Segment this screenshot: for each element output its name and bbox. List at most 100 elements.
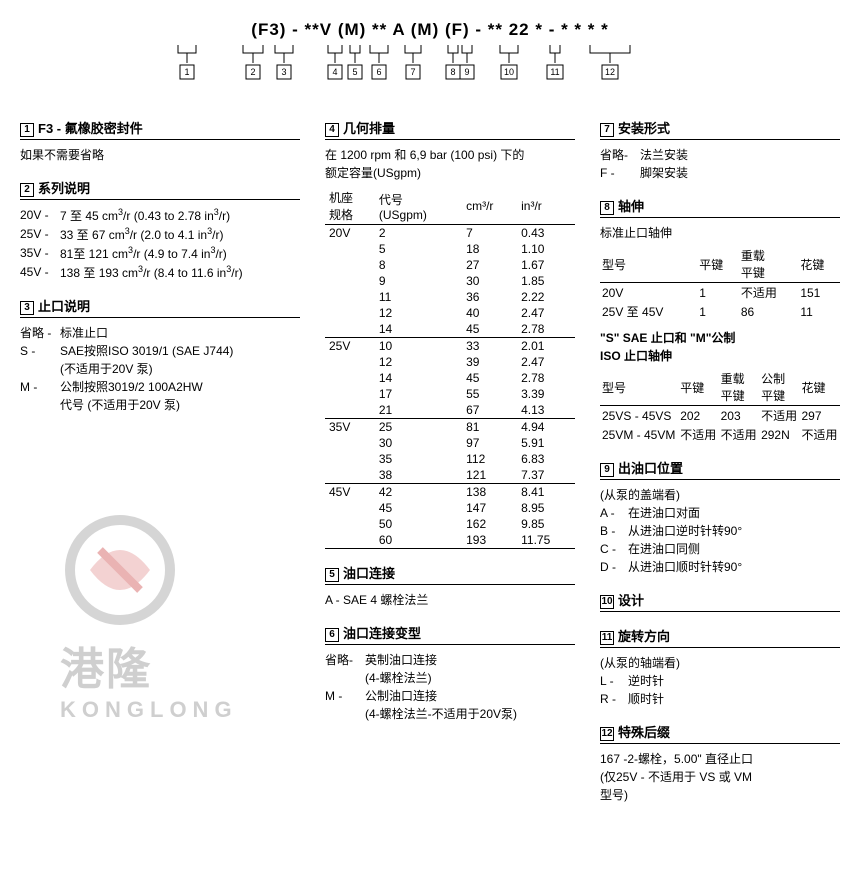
td: 27 — [462, 257, 517, 273]
row-text: 公制油口连接 (4-螺栓法兰-不适用于20V泵) — [365, 687, 575, 723]
table-row: 451478.95 — [325, 500, 575, 516]
boxnum: 1 — [20, 123, 34, 137]
table-row: 501629.85 — [325, 516, 575, 532]
row-label: M - — [325, 687, 365, 723]
list-row: D -从进油口顺时针转90° — [600, 558, 840, 576]
column-3: 7安装形式 省略-法兰安装F -脚架安装 8轴伸 标准止口轴伸 型号平键重载 平… — [600, 118, 840, 818]
sec-body: A - SAE 4 螺栓法兰 — [325, 591, 575, 609]
row-text: 在进油口同侧 — [628, 540, 840, 558]
td: 1 — [697, 283, 739, 303]
shaft-table-1: 型号平键重载 平键花键 20V1不适用15125V 至 45V18611 — [600, 246, 840, 321]
column-2: 4几何排量 在 1200 rpm 和 6,9 bar (100 psi) 下的 … — [325, 118, 575, 818]
td: 1.67 — [517, 257, 575, 273]
table-row: 20V270.43 — [325, 225, 575, 242]
row-text: 138 至 193 cm3/r (8.4 to 11.6 in3/r) — [60, 263, 300, 282]
list-row: M -公制按照3019/2 100A2HW 代号 (不适用于20V 泵) — [20, 378, 300, 414]
td: 3.39 — [517, 386, 575, 402]
td: 4.94 — [517, 419, 575, 436]
td: 292N — [759, 425, 799, 444]
row-label: S - — [20, 342, 60, 378]
td: 202 — [678, 406, 718, 426]
td: 151 — [798, 283, 840, 303]
th: 型号 — [600, 246, 697, 283]
svg-text:2: 2 — [250, 67, 255, 77]
row-text: 法兰安装 — [640, 146, 840, 164]
td: 2.01 — [517, 338, 575, 355]
td: 67 — [462, 402, 517, 419]
td — [325, 370, 375, 386]
row-text: 在进油口对面 — [628, 504, 840, 522]
td: 86 — [739, 302, 798, 321]
row-text: 顺时针 — [628, 690, 840, 708]
td: 1.10 — [517, 241, 575, 257]
sec-title-text: 油口连接 — [343, 566, 395, 581]
sec-title-text: 安装形式 — [618, 121, 670, 136]
td — [325, 257, 375, 273]
td: 11 — [375, 289, 462, 305]
td: 11.75 — [517, 532, 575, 549]
td: 36 — [462, 289, 517, 305]
row-label: B - — [600, 522, 628, 540]
section-10: 10设计 — [600, 590, 840, 612]
td — [325, 273, 375, 289]
td: 20V — [325, 225, 375, 242]
td: 21 — [375, 402, 462, 419]
td: 42 — [375, 484, 462, 501]
td: 35V — [325, 419, 375, 436]
table-row: 11362.22 — [325, 289, 575, 305]
td: 20V — [600, 283, 697, 303]
table-row: 25VM - 45VM不适用不适用292N不适用 — [600, 425, 840, 444]
td: 193 — [462, 532, 517, 549]
td: 1.85 — [517, 273, 575, 289]
boxnum: 2 — [20, 183, 34, 197]
td: 25V — [325, 338, 375, 355]
td: 45V — [325, 484, 375, 501]
row-text: 逆时针 — [628, 672, 840, 690]
row-label: 45V - — [20, 263, 60, 282]
row-label: 省略- — [600, 146, 640, 164]
row-label: A - — [600, 504, 628, 522]
td: 8.95 — [517, 500, 575, 516]
table-row: 30975.91 — [325, 435, 575, 451]
boxnum: 4 — [325, 123, 339, 137]
list-row: B -从进油口逆时针转90° — [600, 522, 840, 540]
list-row: 35V -81至 121 cm3/r (4.9 to 7.4 in3/r) — [20, 244, 300, 263]
sec-body: 如果不需要省略 — [20, 146, 300, 164]
td: 7.37 — [517, 467, 575, 484]
list-row: S -SAE按照ISO 3019/1 (SAE J744) (不适用于20V 泵… — [20, 342, 300, 378]
svg-text:6: 6 — [376, 67, 381, 77]
row-label: 省略 - — [20, 324, 60, 342]
td: 8.41 — [517, 484, 575, 501]
row-text: SAE按照ISO 3019/1 (SAE J744) (不适用于20V 泵) — [60, 342, 300, 378]
row-label: F - — [600, 164, 640, 182]
td — [325, 402, 375, 419]
svg-text:8: 8 — [450, 67, 455, 77]
td: 25VS - 45VS — [600, 406, 678, 426]
td: 8 — [375, 257, 462, 273]
list-row: 45V -138 至 193 cm3/r (8.4 to 11.6 in3/r) — [20, 263, 300, 282]
th: 型号 — [600, 369, 678, 406]
td: 不适用 — [759, 406, 799, 426]
section-6: 6油口连接变型 省略-英制油口连接 (4-螺栓法兰)M -公制油口连接 (4-螺… — [325, 623, 575, 723]
boxnum: 12 — [600, 727, 614, 741]
td — [325, 516, 375, 532]
td: 不适用 — [719, 425, 759, 444]
sub-label: (从泵的轴端看) — [600, 654, 840, 672]
td — [325, 386, 375, 402]
sec-title-text: 旋转方向 — [618, 629, 670, 644]
svg-text:9: 9 — [464, 67, 469, 77]
list-row: M -公制油口连接 (4-螺栓法兰-不适用于20V泵) — [325, 687, 575, 723]
section-12: 12特殊后缀 167 -2-螺栓，5.00" 直径止口 (仅25V - 不适用于… — [600, 722, 840, 804]
td: 不适用 — [678, 425, 718, 444]
section-4: 4几何排量 在 1200 rpm 和 6,9 bar (100 psi) 下的 … — [325, 118, 575, 549]
td: 45 — [462, 321, 517, 338]
table-row: 351126.83 — [325, 451, 575, 467]
displacement-table: 机座 规格 代号 (USgpm) cm³/r in³/r 20V270.4351… — [325, 188, 575, 549]
section-8: 8轴伸 标准止口轴伸 型号平键重载 平键花键 20V1不适用15125V 至 4… — [600, 196, 840, 444]
td: 2.78 — [517, 370, 575, 386]
td — [325, 321, 375, 338]
td: 18 — [462, 241, 517, 257]
td: 11 — [798, 302, 840, 321]
td: 不适用 — [800, 425, 841, 444]
sec-title-text: 设计 — [618, 593, 644, 608]
